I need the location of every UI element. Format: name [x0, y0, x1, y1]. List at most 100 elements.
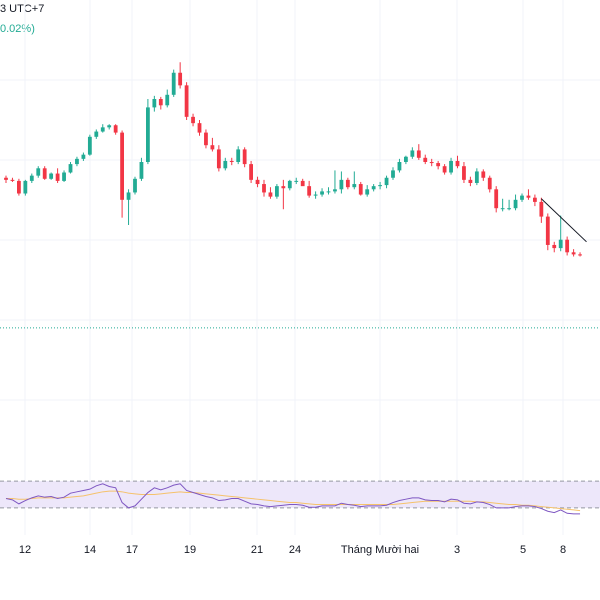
- candle: [139, 157, 144, 181]
- candle-body: [339, 179, 344, 190]
- candle: [404, 155, 408, 165]
- candle-body: [133, 178, 137, 193]
- candle: [197, 120, 202, 136]
- candle-body: [307, 186, 312, 196]
- candle-body: [139, 162, 144, 179]
- candle: [307, 180, 312, 198]
- candle-body: [481, 171, 486, 178]
- candle-body: [184, 85, 189, 117]
- candle: [191, 113, 195, 127]
- trendline[interactable]: [541, 198, 587, 243]
- candle: [255, 176, 260, 188]
- candle: [49, 172, 54, 180]
- candle-body: [216, 149, 221, 169]
- candle-body: [210, 145, 215, 150]
- candle: [449, 157, 453, 175]
- candle: [436, 160, 441, 170]
- candle-body: [416, 150, 421, 158]
- candle-body: [249, 164, 253, 180]
- candle-body: [75, 158, 79, 165]
- candle-body: [300, 180, 305, 187]
- candle: [533, 194, 537, 207]
- candle: [29, 173, 34, 183]
- candle: [545, 213, 550, 251]
- candle-body: [152, 99, 157, 108]
- candle: [474, 168, 479, 186]
- candle: [158, 96, 163, 110]
- candle: [75, 156, 79, 167]
- candle-body: [165, 94, 170, 106]
- candle-body: [158, 99, 163, 106]
- candle-body: [4, 177, 8, 180]
- candle: [487, 175, 492, 193]
- candle-body: [17, 180, 21, 194]
- candle: [365, 185, 370, 197]
- candle: [36, 166, 41, 178]
- candle: [281, 179, 286, 210]
- candle: [416, 144, 421, 160]
- candle: [371, 184, 376, 192]
- candle-body: [287, 180, 292, 189]
- candle-body: [294, 180, 299, 182]
- candle: [391, 167, 395, 180]
- candle-body: [204, 132, 208, 146]
- candle-body: [281, 186, 286, 189]
- x-tick-label: 17: [126, 544, 138, 556]
- candle-body: [197, 123, 202, 133]
- candle-body: [533, 197, 537, 202]
- candle-body: [384, 177, 389, 186]
- candle: [300, 178, 305, 187]
- candle: [462, 162, 466, 183]
- candle: [120, 130, 124, 218]
- candle: [326, 187, 331, 195]
- candle-body: [333, 189, 337, 192]
- candle-body: [578, 254, 582, 256]
- chart-header-timezone: 3 UTC+7: [0, 3, 45, 15]
- x-tick-label: 24: [289, 544, 301, 556]
- candle: [68, 162, 73, 174]
- candle: [133, 176, 137, 195]
- candle: [333, 170, 337, 194]
- candle: [481, 169, 486, 181]
- candle: [378, 181, 382, 190]
- candle-body: [146, 107, 150, 162]
- candle: [229, 157, 234, 166]
- candle: [345, 177, 350, 190]
- candle: [455, 155, 460, 169]
- candle: [62, 170, 66, 182]
- candle-body: [49, 173, 54, 179]
- candle-body: [262, 184, 266, 193]
- x-axis-labels: 12 14 17 19 21 24 Tháng Mười hai 3 5 8: [19, 544, 566, 556]
- candle: [294, 177, 299, 185]
- candle: [113, 124, 118, 135]
- candle-body: [191, 116, 195, 124]
- candle: [520, 193, 524, 202]
- candle-body: [378, 185, 382, 187]
- candle: [320, 188, 324, 197]
- candle-body: [94, 131, 99, 137]
- candle-body: [358, 184, 363, 195]
- candle: [94, 129, 99, 139]
- candle-body: [352, 184, 357, 188]
- candle: [552, 241, 557, 253]
- candle-body: [10, 179, 15, 181]
- candle-body: [113, 125, 118, 133]
- candle: [313, 191, 318, 199]
- candle: [358, 181, 363, 196]
- candle-body: [242, 149, 247, 165]
- candle: [236, 146, 241, 165]
- candle: [87, 134, 92, 156]
- candle-body: [500, 208, 505, 210]
- candle-body: [100, 127, 105, 132]
- candle: [500, 198, 505, 212]
- candle: [42, 166, 47, 180]
- x-tick-label: Tháng Mười hai: [341, 544, 419, 556]
- candle-body: [558, 239, 563, 249]
- chart-grid: [0, 0, 600, 535]
- candle: [81, 152, 86, 161]
- candle: [442, 164, 447, 175]
- candle: [55, 168, 60, 183]
- candle-body: [23, 180, 28, 194]
- candle: [513, 194, 518, 211]
